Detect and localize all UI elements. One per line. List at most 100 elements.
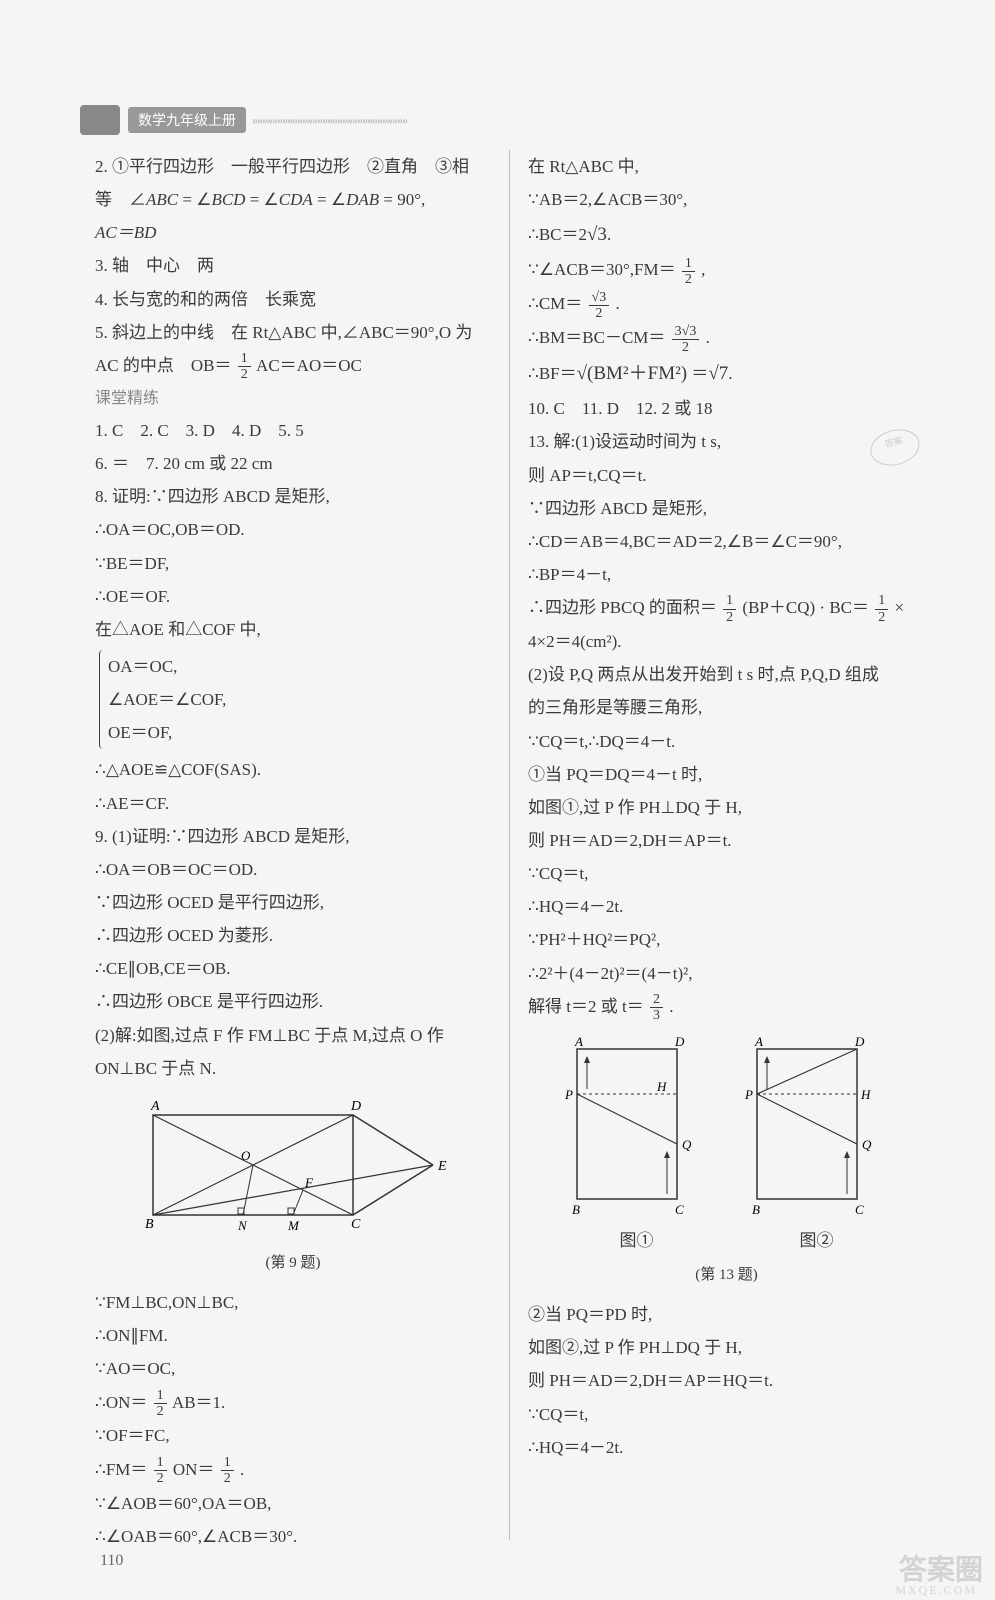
text-line: 3. 轴 中心 两: [95, 249, 491, 282]
text-line: OE＝OF,: [108, 716, 491, 749]
t: ABC: [146, 190, 178, 209]
text-line: 则 PH＝AD＝2,DH＝AP＝HQ＝t.: [528, 1364, 925, 1397]
text-line: ∵四边形 OCED 是平行四边形,: [95, 886, 491, 919]
num: 2: [650, 992, 663, 1008]
t: AB＝1.: [172, 1393, 225, 1412]
text-line: ∴HQ＝4－2t.: [528, 1431, 925, 1464]
svg-text:A: A: [754, 1034, 763, 1049]
svg-text:F: F: [304, 1175, 314, 1190]
text-line: 8. 证明:∵四边形 ABCD 是矩形,: [95, 480, 491, 513]
text-line: ∴2²＋(4－2t)²＝(4－t)²,: [528, 957, 925, 990]
svg-text:D: D: [854, 1034, 865, 1049]
t: ∴FM＝: [95, 1460, 147, 1479]
text-line: 9. (1)证明:∵四边形 ABCD 是矩形,: [95, 820, 491, 853]
num: 1: [682, 256, 695, 272]
t: .: [669, 997, 673, 1016]
text-line: ∵CQ＝t,: [528, 857, 925, 890]
fraction: 12: [875, 593, 888, 625]
text-line: (2)设 P,Q 两点从出发开始到 t s 时,点 P,Q,D 组成: [528, 658, 925, 691]
text-line: ∵四边形 ABCD 是矩形,: [528, 492, 925, 525]
text-line: ∵FM⊥BC,ON⊥BC,: [95, 1286, 491, 1319]
svg-text:C: C: [855, 1202, 864, 1217]
text-line: 等 ∠ABC = ∠BCD = ∠CDA = ∠DAB = 90°,: [95, 183, 491, 216]
t: 解得 t＝2 或 t＝: [528, 997, 644, 1016]
t: = 90°,: [383, 190, 425, 209]
text-line: ①当 PQ＝DQ＝4－t 时,: [528, 758, 925, 791]
fig-label: 图②: [800, 1224, 834, 1257]
text-line: OA＝OC,: [108, 650, 491, 683]
svg-text:Q: Q: [682, 1137, 692, 1152]
text-line: ∴HQ＝4－2t.: [528, 890, 925, 923]
text-line: 4. 长与宽的和的两倍 长乘宽: [95, 283, 491, 316]
text-line: ∴BM＝BC－CM＝ 3√32 .: [528, 321, 925, 355]
num: √3: [589, 290, 610, 306]
watermark-url: MXQE.COM: [895, 1583, 977, 1598]
svg-text:D: D: [674, 1034, 685, 1049]
text-line: ∴四边形 OBCE 是平行四边形.: [95, 985, 491, 1018]
text-line: ∴CM＝ √32 .: [528, 287, 925, 321]
text-line: ∴四边形 PBCQ 的面积＝ 12 (BP＋CQ) · BC＝ 12 ×: [528, 591, 925, 625]
sqrt: √3: [587, 224, 607, 245]
t: .: [607, 225, 611, 244]
text-line: AC 的中点 OB＝ 12 AC＝AO＝OC: [95, 349, 491, 383]
figure-13-caption: (第 13 题): [528, 1261, 925, 1290]
den: 2: [589, 306, 610, 321]
den: 3: [650, 1008, 663, 1023]
content-area: 2. ①平行四边形 一般平行四边形 ②直角 ③相 等 ∠ABC = ∠ BCD =…: [85, 150, 935, 1540]
text-line: ∵OF＝FC,: [95, 1419, 491, 1452]
svg-text:C: C: [675, 1202, 684, 1217]
text-line: ∴AE＝CF.: [95, 787, 491, 820]
text-line: ∴OA＝OB＝OC＝OD.: [95, 853, 491, 886]
brace-group: OA＝OC, ∠AOE＝∠COF, OE＝OF,: [99, 650, 491, 749]
text-line: 1. C 2. C 3. D 4. D 5. 5: [95, 414, 491, 447]
figure-9-caption: (第 9 题): [95, 1249, 491, 1278]
text-line: ∴四边形 OCED 为菱形.: [95, 919, 491, 952]
section-label: 课堂精练: [95, 383, 491, 414]
text-line: ②当 PQ＝PD 时,: [528, 1298, 925, 1331]
sqrt: √(BM²＋FM²): [577, 363, 688, 384]
fraction: 12: [154, 1388, 167, 1420]
t: ∴CM＝: [528, 294, 582, 313]
svg-text:N: N: [237, 1218, 248, 1233]
num: 1: [221, 1455, 234, 1471]
t: DAB: [346, 190, 379, 209]
figure-13: A D P H Q B C A D P H Q: [528, 1034, 925, 1257]
t: .: [706, 328, 710, 347]
svg-text:H: H: [860, 1087, 871, 1102]
text-line: 则 PH＝AD＝2,DH＝AP＝t.: [528, 824, 925, 857]
fraction: 23: [650, 992, 663, 1024]
text-line: ∵CQ＝t,: [528, 1398, 925, 1431]
svg-text:O: O: [241, 1148, 251, 1163]
text-line: ∴∠OAB＝60°,∠ACB＝30°.: [95, 1520, 491, 1553]
text-line: 2. ①平行四边形 一般平行四边形 ②直角 ③相: [95, 150, 491, 183]
fraction: 12: [154, 1455, 167, 1487]
svg-text:E: E: [437, 1159, 447, 1174]
text-line: ∵PH²＋HQ²＝PQ²,: [528, 923, 925, 956]
fraction: 3√32: [672, 324, 700, 356]
text-line: 10. C 11. D 12. 2 或 18: [528, 392, 925, 425]
t: ＝: [691, 364, 708, 383]
t: CDA: [279, 190, 313, 209]
t: 等 ∠: [95, 190, 146, 209]
fraction: 12: [221, 1455, 234, 1487]
t: = ∠: [317, 190, 346, 209]
figure-9: A D B C E O F N M: [95, 1095, 491, 1245]
num: 3√3: [672, 324, 700, 340]
text-line: ∴BP＝4－t,: [528, 558, 925, 591]
den: 2: [238, 367, 251, 382]
t: BCD: [211, 190, 245, 209]
t: ∵∠ACB＝30°,FM＝: [528, 260, 676, 279]
t: ∴BC＝2: [528, 225, 587, 244]
header-chevrons: »»»»»»»»»»»»»»»»»»»»»»»»»»»»»»»: [252, 113, 407, 128]
t: ∴BF＝: [528, 364, 577, 383]
text-line: 的三角形是等腰三角形,: [528, 691, 925, 724]
text-line: 解得 t＝2 或 t＝ 23 .: [528, 990, 925, 1024]
num: 1: [723, 593, 736, 609]
page-header: 数学九年级上册 »»»»»»»»»»»»»»»»»»»»»»»»»»»»»»»: [80, 100, 915, 140]
t: (BP＋CQ) · BC＝: [742, 598, 869, 617]
text-line: ON⊥BC 于点 N.: [95, 1052, 491, 1085]
t: ,: [701, 260, 705, 279]
text-line: (2)解:如图,过点 F 作 FM⊥BC 于点 M,过点 O 作: [95, 1019, 491, 1052]
text-line: 在△AOE 和△COF 中,: [95, 613, 491, 646]
fraction: 12: [682, 256, 695, 288]
